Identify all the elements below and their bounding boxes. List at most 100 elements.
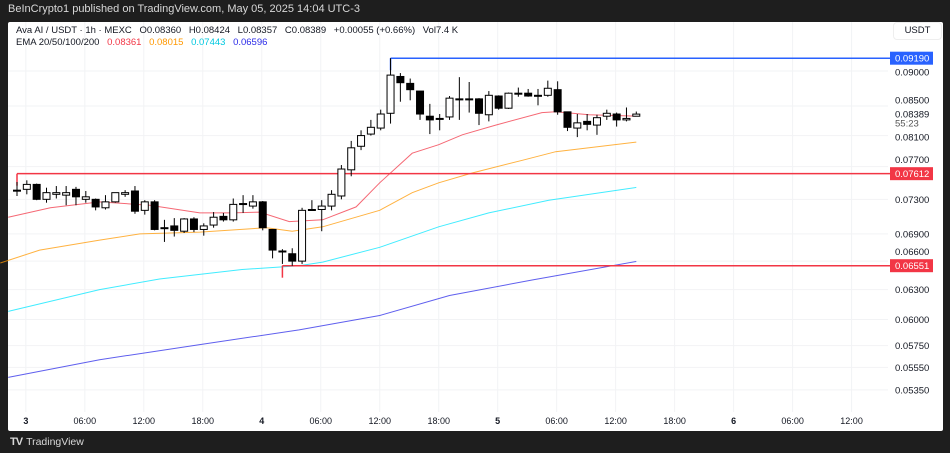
candle-body-down xyxy=(150,201,159,230)
candle-body-down xyxy=(533,94,542,97)
y-tick-label: 0.08500 xyxy=(895,96,929,107)
level-price-tag xyxy=(890,259,933,273)
x-tick-label: 4 xyxy=(259,416,264,426)
last-price-label: 0.08389 xyxy=(895,110,929,121)
x-tick-label: 18:00 xyxy=(663,416,686,426)
candle-body-down xyxy=(494,95,503,109)
x-tick-label: 06:00 xyxy=(545,416,568,426)
y-tick-label: 0.07300 xyxy=(895,195,929,206)
candle-body-up xyxy=(592,117,601,126)
candle-body-down xyxy=(612,113,621,121)
x-tick-label: 3 xyxy=(23,416,28,426)
candle-body-up xyxy=(376,113,385,129)
currency-button[interactable]: USDT xyxy=(893,22,942,40)
candle-body-down xyxy=(406,82,415,91)
change-value: +0.00055 (+0.66%) xyxy=(333,25,416,36)
candle-body-up xyxy=(317,205,326,210)
candle-body-up xyxy=(62,192,71,196)
x-tick-label: 18:00 xyxy=(427,416,450,426)
ema-line-ema200 xyxy=(8,261,637,378)
candle-body-up xyxy=(81,196,90,200)
candle-body-up xyxy=(52,192,61,195)
candle-body-up xyxy=(632,113,641,117)
x-tick-label: 06:00 xyxy=(781,416,804,426)
symbol-title[interactable]: Ava AI / USDT · 1h · MEXC xyxy=(16,25,132,36)
level-price-tag xyxy=(890,167,933,181)
level-price-label: 0.09190 xyxy=(895,54,929,65)
candle-body-down xyxy=(553,89,562,113)
candle-body-down xyxy=(475,98,484,114)
candle-body-down xyxy=(563,111,572,128)
tradingview-footer[interactable]: TV TradingView xyxy=(10,436,84,448)
ohlc-row: Ava AI / USDT · 1h · MEXC O0.08360 H0.08… xyxy=(16,25,463,37)
x-tick-label: 06:00 xyxy=(74,416,97,426)
x-tick-label: 12:00 xyxy=(368,416,391,426)
candle-body-down xyxy=(130,190,139,212)
y-tick-label: 0.06300 xyxy=(895,285,929,296)
ema-label[interactable]: EMA 20/50/100/200 xyxy=(16,37,100,48)
x-tick-label: 6 xyxy=(731,416,736,426)
y-tick-label: 0.06000 xyxy=(895,315,929,326)
candle-body-up xyxy=(327,193,336,207)
y-tick-label: 0.07700 xyxy=(895,155,929,166)
ema200-value: 0.06596 xyxy=(233,37,268,48)
candle-body-up xyxy=(504,92,513,109)
candle-body-up xyxy=(573,122,582,129)
close-value: C0.08389 xyxy=(284,25,327,36)
level-price-label: 0.07612 xyxy=(895,169,929,180)
candle-body-down xyxy=(189,218,198,230)
candle-body-up xyxy=(22,183,31,190)
candle-body-down xyxy=(160,227,169,230)
candle-body-up xyxy=(484,94,493,116)
ema-row: EMA 20/50/100/200 0.08361 0.08015 0.0744… xyxy=(16,37,463,49)
candle-body-up xyxy=(140,201,149,211)
y-tick-label: 0.05750 xyxy=(895,341,929,352)
ema-line-ema20 xyxy=(8,111,637,223)
ema-line-ema100 xyxy=(8,186,637,312)
candle-body-down xyxy=(416,90,425,115)
y-tick-label: 0.06900 xyxy=(895,229,929,240)
candle-body-up xyxy=(366,126,375,135)
candle-body-down xyxy=(583,120,592,125)
candle-body-down xyxy=(288,253,297,262)
candle-body-up xyxy=(180,218,189,232)
candle-body-down xyxy=(258,201,267,229)
candle-body-down xyxy=(170,225,179,231)
chart-panel[interactable] xyxy=(8,22,943,431)
last-price-tag xyxy=(890,108,935,129)
candle-body-down xyxy=(91,198,100,208)
level-price-tag xyxy=(890,51,933,65)
x-tick-label: 06:00 xyxy=(309,416,332,426)
candle-body-up xyxy=(602,112,611,117)
candle-body-up xyxy=(111,192,120,203)
level-price-label: 0.06551 xyxy=(895,261,929,272)
candle-body-up xyxy=(543,87,552,96)
x-tick-label: 5 xyxy=(495,416,500,426)
candle-body-down xyxy=(514,92,523,95)
candle-body-up xyxy=(199,225,208,230)
candle-body-down xyxy=(396,75,405,84)
ema50-value: 0.08015 xyxy=(149,37,184,48)
candle-body-up xyxy=(121,192,130,195)
chart-legend: Ava AI / USDT · 1h · MEXC O0.08360 H0.08… xyxy=(16,25,463,49)
candle-body-up xyxy=(229,203,238,221)
candle-body-up xyxy=(209,216,218,226)
candle-body-up xyxy=(13,189,21,192)
candle-body-down xyxy=(465,98,474,101)
y-tick-label: 0.06600 xyxy=(895,247,929,258)
ema100-value: 0.07443 xyxy=(191,37,226,48)
candle-body-up xyxy=(455,98,464,101)
candle-body-up xyxy=(445,97,454,118)
candle-body-up xyxy=(248,201,257,207)
ema20-value: 0.08361 xyxy=(107,37,142,48)
candle-body-up xyxy=(622,117,631,121)
candle-body-up xyxy=(101,201,110,209)
y-tick-label: 0.05550 xyxy=(895,363,929,374)
ema-line-ema50 xyxy=(0,141,637,264)
x-tick-label: 12:00 xyxy=(133,416,156,426)
brand-name: TradingView xyxy=(26,436,84,448)
candle-body-up xyxy=(337,168,346,197)
candle-body-down xyxy=(524,92,533,97)
candle-body-up xyxy=(298,209,307,262)
